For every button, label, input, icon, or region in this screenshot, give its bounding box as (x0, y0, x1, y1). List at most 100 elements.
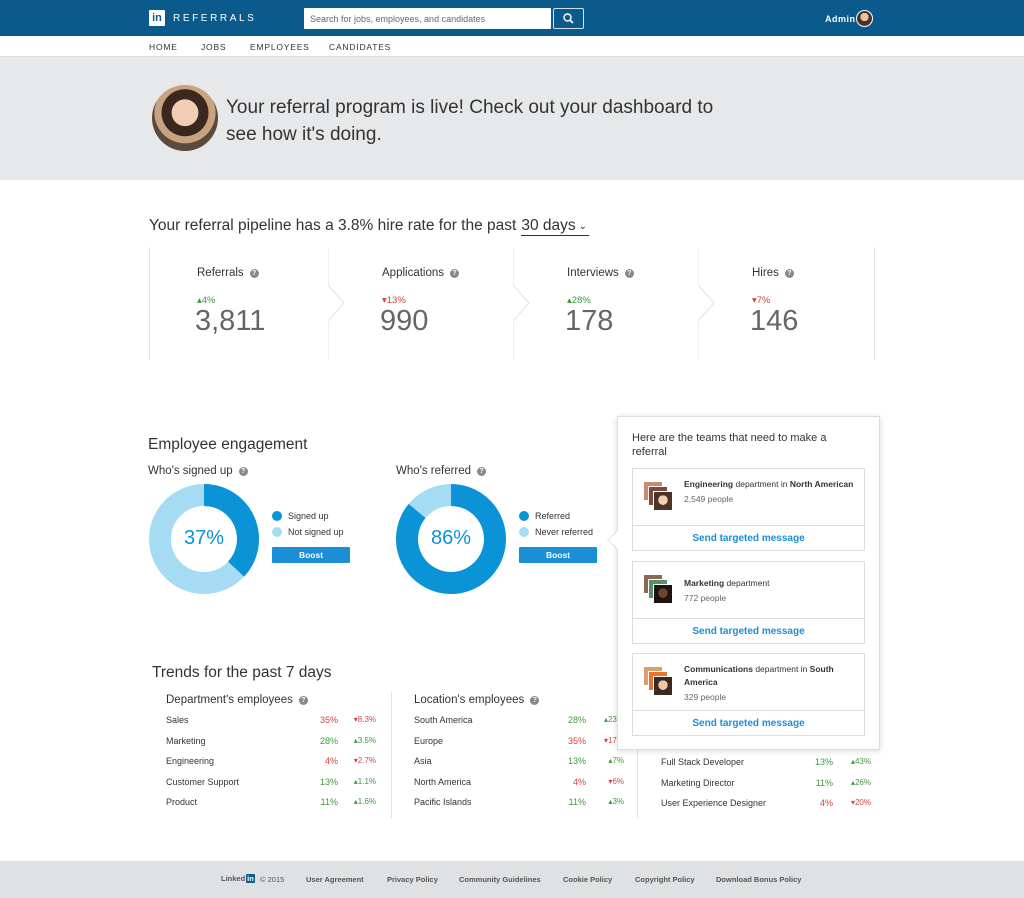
trend-name: Asia (414, 756, 432, 766)
stat-label: Hires (752, 267, 779, 279)
footer-brand: Linked (221, 874, 246, 883)
trend-row: Asia 13% ▴7% (414, 751, 624, 772)
legend-referred: Referred (519, 511, 570, 521)
footer-link-download-bonus-policy[interactable]: Download Bonus Policy (716, 875, 802, 884)
footer-link-community-guidelines[interactable]: Community Guidelines (459, 875, 541, 884)
nav-candidates[interactable]: CANDIDATES (329, 42, 392, 52)
help-icon[interactable]: ? (624, 268, 634, 278)
help-icon[interactable]: ? (249, 268, 259, 278)
avatar (653, 584, 673, 604)
divider (637, 692, 638, 818)
stat-interviews[interactable]: Interviews? ▴28% 178 (520, 247, 701, 359)
send-targeted-message-button[interactable]: Send targeted message (633, 618, 864, 644)
footer-logo[interactable]: Linked in (221, 874, 255, 883)
search-input[interactable] (304, 8, 551, 29)
user-name[interactable]: Admin (825, 14, 856, 24)
team-info[interactable]: Marketing department 772 people (633, 562, 864, 618)
trend-percent: 11% (568, 797, 586, 807)
signed-up-donut[interactable] (149, 484, 259, 594)
chevron-separator-icon (328, 247, 345, 359)
footer-link-copyright-policy[interactable]: Copyright Policy (635, 875, 695, 884)
team-name: Engineering department in North American… (684, 478, 854, 506)
trend-name: Europe (414, 735, 444, 746)
trend-rows: South America 28% ▴23% Europe 35% ▾17% Asia 13%… (414, 710, 624, 813)
trend-percent: 13% (814, 757, 833, 767)
recruiter-photo (152, 85, 218, 151)
trend-name: North America (414, 776, 472, 787)
help-icon[interactable]: ? (450, 268, 460, 278)
search-button[interactable] (553, 8, 584, 29)
trend-row: Customer Support 13% ▴1.1% (166, 772, 376, 793)
footer-link-cookie-policy[interactable]: Cookie Policy (563, 875, 613, 884)
trend-percent: 13% (319, 776, 338, 787)
trend-row: North America 4% ▾6% (414, 772, 624, 793)
trend-row: Europe 35% ▾17% (414, 731, 624, 752)
nav-home[interactable]: HOME (149, 42, 178, 52)
stat-hires[interactable]: Hires? ▾7% 146 (705, 247, 886, 359)
team-avatars (643, 481, 673, 513)
team-name-mid: department (724, 578, 770, 588)
trend-row: Pacific Islands 11% ▴3% (414, 792, 624, 813)
trend-change: ▾8.3% (353, 715, 376, 724)
chevron-separator-icon (698, 247, 715, 359)
footer: Linked in © 2015 User Agreement Privacy P… (0, 861, 1024, 898)
trend-name: Pacific Islands (414, 797, 472, 807)
team-info[interactable]: Engineering department in North American… (633, 469, 864, 525)
trend-percent: 11% (815, 777, 833, 788)
trend-row: Engineering 4% ▾2.7% (166, 751, 376, 772)
period-dropdown[interactable]: 30 days ⌄ (521, 217, 590, 236)
team-card: Engineering department in North American… (632, 468, 865, 551)
help-icon[interactable]: ? (784, 268, 794, 278)
app-name: REFERRALS (173, 12, 257, 24)
trend-column-locations: Location's employees? South America 28% ▴2… (414, 690, 624, 813)
stat-applications[interactable]: Applications? ▾13% 990 (335, 247, 516, 359)
trend-row: South America 28% ▴23% (414, 710, 624, 731)
nav-jobs[interactable]: JOBS (201, 42, 227, 52)
trend-name: User Experience Designer (661, 798, 767, 808)
help-icon[interactable]: ? (477, 466, 487, 476)
stat-delta: ▴4% (197, 295, 216, 306)
trend-rows: Sales 35% ▾8.3% Marketing 28% ▴3.5% Engineerin… (166, 710, 376, 813)
send-targeted-message-button[interactable]: Send targeted message (633, 525, 864, 551)
nav-employees[interactable]: EMPLOYEES (250, 42, 310, 52)
legend-never-referred: Never referred (519, 527, 593, 537)
trend-change: ▴3% (608, 797, 624, 806)
trend-row: Sales 35% ▾8.3% (166, 710, 376, 731)
trend-change: ▾6% (608, 776, 624, 786)
referred-donut[interactable] (396, 484, 506, 594)
team-people: 329 people (684, 692, 727, 702)
team-region: South America (684, 664, 834, 687)
avatar[interactable] (856, 10, 873, 27)
stat-referrals[interactable]: Referrals? ▴4% 3,811 (150, 247, 331, 359)
team-name-mid: department in (733, 479, 790, 489)
trend-change: ▴7% (608, 756, 624, 765)
trend-column-title: Department's employees (166, 694, 293, 706)
app-logo[interactable]: in REFERRALS (149, 10, 256, 26)
footer-link-privacy-policy[interactable]: Privacy Policy (387, 875, 438, 884)
trend-name: Marketing Director (661, 777, 735, 788)
chevron-down-icon: ⌄ (578, 220, 588, 232)
main-nav: HOME JOBS EMPLOYEES CANDIDATES (0, 36, 1024, 57)
team-info[interactable]: Communications department in South Ameri… (633, 654, 864, 710)
help-icon[interactable]: ? (238, 466, 248, 476)
trend-percent: 35% (567, 735, 586, 746)
boost-signed-up-button[interactable]: Boost (272, 547, 350, 563)
stat-value: 178 (565, 305, 614, 337)
donut-value-segment (204, 484, 259, 577)
trend-change: ▾20% (850, 798, 871, 807)
linkedin-logo-icon: in (149, 10, 165, 26)
trend-percent: 4% (819, 798, 833, 808)
team-department: Marketing (684, 578, 725, 588)
team-region: North American (789, 479, 854, 489)
trend-change: ▴26% (850, 777, 871, 787)
help-icon[interactable]: ? (530, 695, 540, 705)
signed-up-title: Who's signed up? (148, 465, 248, 477)
referred-title-text: Who's referred (396, 465, 472, 477)
help-icon[interactable]: ? (298, 695, 308, 705)
footer-link-user-agreement[interactable]: User Agreement (306, 875, 364, 884)
chevron-separator-icon (513, 247, 530, 359)
trend-percent: 13% (567, 756, 586, 766)
hero-message: Your referral program is live! Check out… (226, 97, 714, 145)
send-targeted-message-button[interactable]: Send targeted message (633, 710, 864, 736)
boost-referred-button[interactable]: Boost (519, 547, 597, 563)
